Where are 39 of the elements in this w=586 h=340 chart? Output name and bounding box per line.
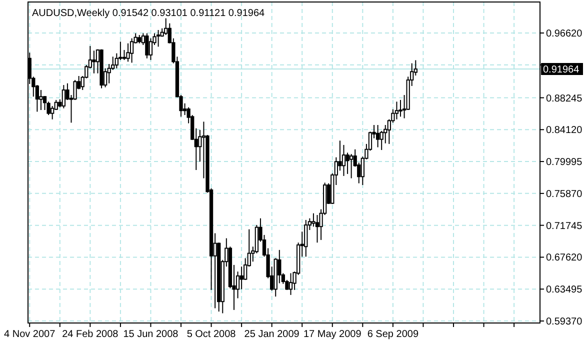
candlestick [394, 101, 399, 120]
y-tick-label: 0.84120 [546, 125, 583, 136]
ref-line-label: 0.91964 [543, 64, 580, 76]
candlestick [315, 214, 320, 244]
candlestick [338, 140, 342, 172]
candlestick [342, 144, 346, 176]
x-tick-label: 17 May 2009 [303, 329, 362, 340]
candlestick [126, 42, 130, 62]
candlestick [92, 50, 96, 74]
x-tick-label: 6 Sep 2009 [367, 329, 419, 340]
candlestick [122, 50, 126, 60]
candlestick [39, 89, 43, 111]
candlestick [156, 29, 160, 48]
candlestick [398, 99, 402, 118]
y-tick-label: 0.75870 [546, 188, 583, 200]
candlestick [130, 38, 134, 64]
candlestick [50, 105, 54, 120]
candlestick [240, 266, 244, 290]
text: AUDUSD,Weekly 0.91542 0.93101 0.91121 0.91964 [32, 8, 266, 19]
candlestick [304, 219, 308, 258]
y-tick-label: 0.63495 [546, 284, 583, 296]
y-tick-label: 0.88245 [546, 93, 583, 104]
x-tick-label: 15 Jun 2008 [123, 329, 179, 340]
candlestick [148, 38, 153, 60]
y-tick-label: 0.71745 [546, 220, 583, 232]
candlestick [62, 84, 66, 109]
candlestick [145, 32, 149, 59]
y-tick-label: 0.79995 [546, 157, 583, 168]
x-tick-label: 5 Oct 2008 [186, 329, 236, 340]
y-tick-label: 0.59370 [546, 316, 583, 328]
x-tick-label: 25 Jan 2009 [244, 329, 300, 340]
y-tick-label: 0.67620 [546, 252, 583, 264]
candlestick [349, 153, 354, 179]
y-tick-label: 0.96620 [546, 28, 583, 40]
candlestick [288, 272, 293, 296]
x-tick-label: 24 Feb 2008 [62, 329, 119, 340]
x-tick-label: 4 Nov 2007 [4, 329, 56, 340]
candlestick [376, 124, 380, 148]
candlestick [346, 152, 350, 174]
